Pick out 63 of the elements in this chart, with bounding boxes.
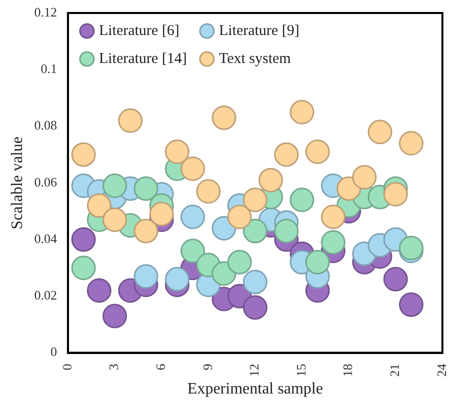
x-tick-label: 21: [387, 364, 402, 377]
y-tick-label: 0.1: [40, 61, 57, 76]
point: [242, 218, 268, 244]
point: [71, 142, 96, 167]
x-axis-title: Experimental sample: [187, 380, 323, 398]
x-tick-label: 15: [293, 364, 308, 377]
point: [352, 164, 377, 190]
y-tick-label: 0.12: [34, 4, 57, 20]
point: [242, 295, 268, 320]
legend-label: Literature [9]: [218, 22, 300, 39]
point: [383, 182, 408, 206]
point: [258, 168, 284, 192]
x-tick-label: 12: [246, 364, 262, 377]
x-tick-label: 3: [106, 364, 122, 370]
point: [71, 256, 96, 280]
point: [227, 250, 252, 274]
point: [305, 140, 330, 164]
point: [164, 266, 190, 292]
point: [320, 230, 346, 255]
point: [86, 278, 112, 303]
y-tick-label: 0.02: [34, 288, 57, 303]
legend-label: Text system: [218, 50, 292, 67]
x-tick-label: 24: [434, 363, 449, 377]
point: [86, 193, 112, 218]
point: [180, 204, 206, 230]
point: [102, 207, 128, 232]
point: [180, 238, 206, 264]
point: [134, 264, 158, 289]
point: [134, 176, 158, 201]
legend-label: Literature [6]: [98, 22, 180, 39]
y-tick-label: 0.06: [34, 174, 58, 190]
point: [398, 292, 424, 317]
y-axis-title: Scalable value: [8, 136, 26, 230]
x-tick-label: 0: [59, 364, 74, 370]
point: [274, 218, 299, 244]
point: [383, 266, 408, 292]
point: [134, 218, 158, 244]
point: [274, 142, 299, 167]
x-tick-label: 18: [340, 364, 356, 377]
point: [71, 227, 96, 252]
point: [398, 131, 424, 156]
point: [290, 188, 314, 212]
point: [118, 108, 143, 133]
y-tick-label: 0.08: [34, 118, 57, 133]
point: [320, 204, 346, 230]
point: [180, 156, 206, 181]
point: [227, 204, 252, 230]
x-tick-label: 9: [200, 364, 215, 370]
point: [102, 304, 128, 328]
y-tick-label: 0: [50, 344, 57, 360]
point: [102, 173, 128, 198]
point: [164, 140, 190, 164]
point: [368, 120, 392, 144]
x-tick-label: 6: [152, 363, 168, 370]
point: [290, 100, 314, 124]
point: [305, 250, 330, 274]
point: [149, 202, 174, 226]
point: [242, 188, 268, 212]
point: [242, 270, 268, 294]
legend-label: Literature [14]: [98, 50, 187, 67]
y-tick-label: 0.04: [34, 230, 58, 246]
point: [212, 106, 236, 130]
point: [196, 179, 221, 204]
